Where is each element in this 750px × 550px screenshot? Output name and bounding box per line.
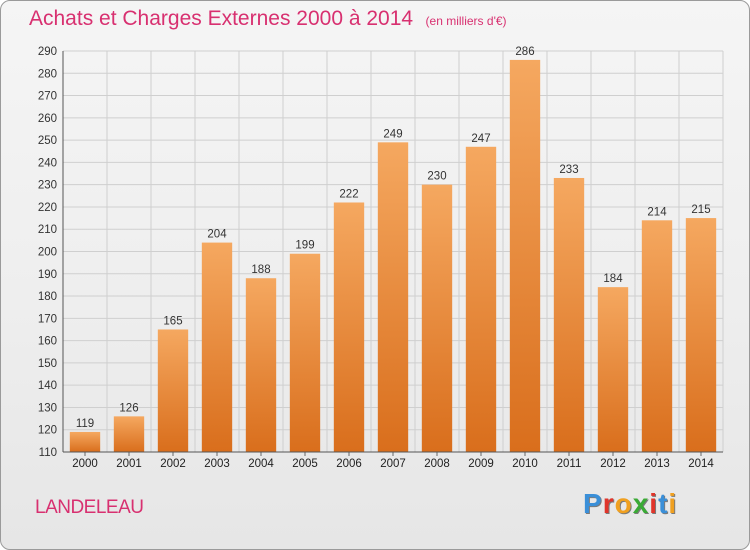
- value-label: 249: [383, 128, 402, 140]
- value-label: 215: [691, 204, 710, 216]
- x-tick-label: 2006: [336, 458, 362, 470]
- bar-2004: [245, 278, 277, 452]
- bar-2013: [641, 220, 673, 452]
- y-tick-label: 110: [39, 447, 57, 459]
- x-tick-label: 2009: [468, 458, 494, 470]
- x-tick-label: 2010: [512, 458, 538, 470]
- x-tick-label: 2002: [160, 458, 186, 470]
- logo-letter: x: [632, 488, 650, 519]
- y-tick-label: 290: [38, 46, 57, 58]
- chart-subtitle: (en milliers d'€): [425, 14, 507, 28]
- y-tick-label: 150: [38, 358, 57, 370]
- y-tick-label: 170: [38, 313, 57, 325]
- bar-2005: [289, 253, 321, 452]
- value-label: 286: [515, 46, 534, 58]
- value-label: 165: [163, 315, 182, 327]
- bar-2007: [377, 142, 409, 453]
- bar-2008: [421, 184, 453, 452]
- y-tick-label: 240: [38, 157, 57, 169]
- x-tick-label: 2005: [292, 458, 318, 470]
- y-tick-label: 200: [38, 247, 57, 259]
- value-label: 204: [207, 229, 227, 241]
- y-tick-label: 140: [38, 380, 57, 392]
- x-tick-label: 2004: [248, 458, 274, 470]
- bar-2012: [597, 287, 629, 452]
- logo-letter: r: [602, 488, 615, 519]
- y-tick-label: 270: [38, 91, 57, 103]
- chart-title: Achats et Charges Externes 2000 à 2014: [29, 7, 414, 30]
- x-tick-label: 2001: [116, 458, 142, 470]
- proxiti-logo[interactable]: Proxiti: [583, 488, 677, 520]
- bar-2002: [157, 329, 189, 452]
- logo-letter: t: [658, 488, 669, 519]
- bar-2000: [69, 431, 101, 452]
- commune-name: LANDELEAU: [35, 497, 144, 518]
- value-label: 222: [339, 188, 358, 200]
- y-tick-label: 210: [38, 224, 57, 236]
- y-tick-label: 220: [38, 202, 57, 214]
- x-tick-label: 2013: [644, 458, 670, 470]
- x-tick-label: 2003: [204, 458, 230, 470]
- bar-2014: [685, 218, 717, 452]
- y-tick-label: 230: [38, 180, 57, 192]
- y-tick-label: 160: [38, 336, 57, 348]
- logo-letter: i: [668, 488, 678, 519]
- value-label: 188: [251, 264, 270, 276]
- x-tick-label: 2012: [600, 458, 626, 470]
- y-tick-label: 260: [38, 113, 57, 125]
- value-label: 126: [119, 402, 138, 414]
- x-tick-label: 2014: [688, 458, 714, 470]
- x-tick-label: 2000: [72, 458, 98, 470]
- bar-2010: [509, 59, 541, 453]
- title-line: Achats et Charges Externes 2000 à 2014 (…: [29, 7, 507, 31]
- value-label: 199: [295, 240, 314, 252]
- axes: 110 120 130 140 150 160 170 180 190 200 210 220 230 2…: [38, 46, 723, 470]
- y-tick-label: 130: [38, 402, 57, 414]
- logo-letter: o: [614, 488, 633, 519]
- value-label: 214: [647, 206, 667, 218]
- value-label: 184: [603, 273, 623, 285]
- bar-2003: [201, 242, 233, 452]
- y-tick-label: 120: [38, 425, 57, 437]
- bar-2011: [553, 177, 585, 452]
- x-tick-label: 2011: [557, 458, 582, 470]
- logo-letter: i: [649, 488, 659, 519]
- x-tick-label: 2008: [424, 458, 450, 470]
- y-tick-label: 280: [38, 68, 57, 80]
- bar-2001: [113, 416, 145, 452]
- value-label: 119: [76, 418, 94, 430]
- y-tick-label: 250: [38, 135, 57, 147]
- bar-2006: [333, 202, 365, 452]
- bars: [69, 59, 717, 453]
- y-tick-label: 180: [38, 291, 57, 303]
- bar-2009: [465, 146, 497, 453]
- value-label: 247: [471, 133, 490, 145]
- x-tick-label: 2007: [380, 458, 406, 470]
- logo-letter: P: [583, 488, 603, 519]
- value-label: 233: [559, 164, 578, 176]
- y-tick-label: 190: [38, 269, 57, 281]
- value-label: 230: [427, 171, 446, 183]
